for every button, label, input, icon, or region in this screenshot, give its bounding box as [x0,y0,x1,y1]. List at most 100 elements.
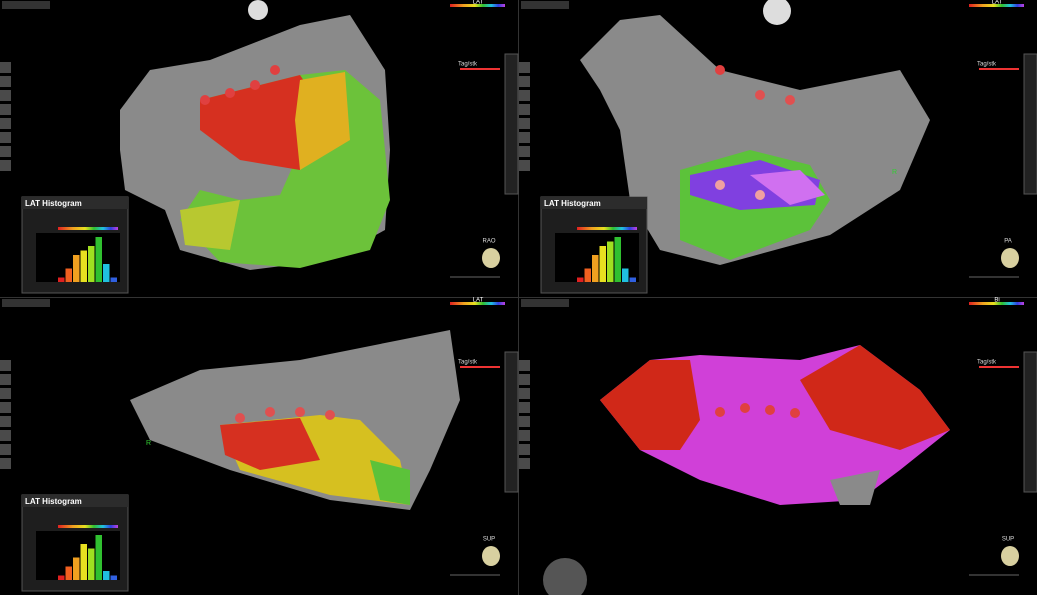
tool-button[interactable] [0,160,11,171]
tool-button[interactable] [0,62,11,73]
tool-button[interactable] [0,388,11,399]
tool-button[interactable] [519,374,530,385]
histogram-bar [80,250,87,282]
color-scale [969,4,1024,7]
histogram-bar [73,557,80,580]
tool-button[interactable] [519,430,530,441]
heart-model [130,330,460,510]
histogram-bar [80,544,87,580]
tool-button[interactable] [0,458,11,469]
tool-button[interactable] [0,90,11,101]
tool-button[interactable] [519,160,530,171]
color-scale [450,302,505,305]
tag-bar [979,366,1019,368]
tool-button[interactable] [519,360,530,371]
map-label: LAT [473,298,484,304]
histogram-bar [88,548,95,580]
histogram-bar [103,264,110,282]
histogram-titlebar [22,197,128,209]
tool-button[interactable] [0,360,11,371]
tool-button[interactable] [0,402,11,413]
tag-bar [460,366,500,368]
histogram-title: LAT Histogram [544,199,601,208]
orientation-marker: R [892,169,897,176]
view-label: PA [1004,239,1012,245]
heart-model [543,345,950,595]
tool-button[interactable] [519,458,530,469]
histogram-gradient [58,227,118,230]
view-label: SUP [1002,537,1014,543]
histogram-bar [592,255,599,282]
histogram-bar [95,535,102,580]
map-label: Bi [994,298,999,304]
tool-button[interactable] [0,76,11,87]
tool-button[interactable] [519,76,530,87]
histogram-bar [614,237,621,282]
tool-button[interactable] [0,118,11,129]
pane-header [521,299,569,307]
map-label: LAT [992,0,1003,6]
histogram-titlebar [541,197,647,209]
histogram-bar [110,575,117,580]
orientation-icon [1001,546,1019,566]
orientation-marker: R [146,440,151,447]
histogram-bar [622,268,629,282]
tool-button[interactable] [519,62,530,73]
tool-button[interactable] [0,104,11,115]
tag-label: Tag/stk [458,360,478,366]
view-label: SUP [483,537,495,543]
histogram-bar [577,277,584,282]
tool-button[interactable] [519,388,530,399]
tool-button[interactable] [519,416,530,427]
tool-button[interactable] [519,444,530,455]
tool-button[interactable] [0,132,11,143]
heart-model [120,0,390,270]
pane-header [2,1,50,9]
orientation-icon [482,546,500,566]
tool-button[interactable] [0,416,11,427]
tool-button[interactable] [0,430,11,441]
tool-button[interactable] [519,146,530,157]
histogram-bar [110,277,117,282]
color-scale [969,302,1024,305]
tool-button[interactable] [0,146,11,157]
tool-button[interactable] [519,132,530,143]
histogram-title: LAT Histogram [25,199,82,208]
tag-panel [1023,351,1037,493]
histogram-gradient [577,227,637,230]
histogram-bar [65,268,72,282]
histogram-title: LAT Histogram [25,497,82,506]
histogram-bar [58,277,65,282]
tag-label: Tag/stk [977,360,997,366]
histogram-bar [65,566,72,580]
histogram-bar [584,268,591,282]
histogram-bar [103,571,110,580]
histogram-titlebar [22,495,128,507]
histogram-bar [58,575,65,580]
color-scale [450,4,505,7]
tool-button[interactable] [519,118,530,129]
tag-panel [504,351,519,493]
tool-button[interactable] [519,104,530,115]
histogram-bar [599,246,606,282]
tag-panel [1023,53,1037,195]
tool-button[interactable] [519,90,530,101]
tag-label: Tag/stk [977,62,997,68]
histogram-bar [629,277,636,282]
view-label: RAO [482,239,495,245]
histogram-gradient [58,525,118,528]
tag-bar [979,68,1019,70]
pane-header [521,1,569,9]
tool-button[interactable] [519,402,530,413]
tool-button[interactable] [0,444,11,455]
histogram-bar [95,237,102,282]
tool-button[interactable] [0,374,11,385]
tag-panel [504,53,519,195]
pane-header [2,299,50,307]
map-label: LAT [473,0,484,6]
tag-bar [460,68,500,70]
histogram-bar [73,255,80,282]
heart-model [580,0,930,265]
